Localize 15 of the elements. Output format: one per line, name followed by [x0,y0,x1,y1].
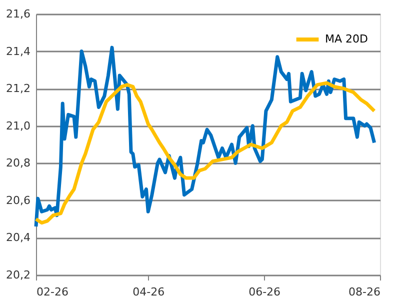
y-tick-label: 20,6 [6,194,30,207]
y-tick-label: 20,8 [6,156,30,170]
y-tick-label: 21,0 [6,119,30,132]
x-tick-label: 08-26 [348,286,380,298]
y-tick-label: 21,6 [6,8,30,20]
y-tick-label: 20,2 [6,268,30,282]
x-tick-label: 06-26 [248,286,281,298]
line-series [34,46,376,228]
legend-label: MA 20D [325,32,368,46]
y-tick-label: 20,4 [6,231,30,244]
x-tick-label: 04-26 [132,286,165,298]
y-tick-label: 21,4 [6,44,30,58]
x-tick-label: 02-26 [36,286,68,298]
line-series [34,81,376,225]
y-tick-label: 21,2 [6,82,30,96]
